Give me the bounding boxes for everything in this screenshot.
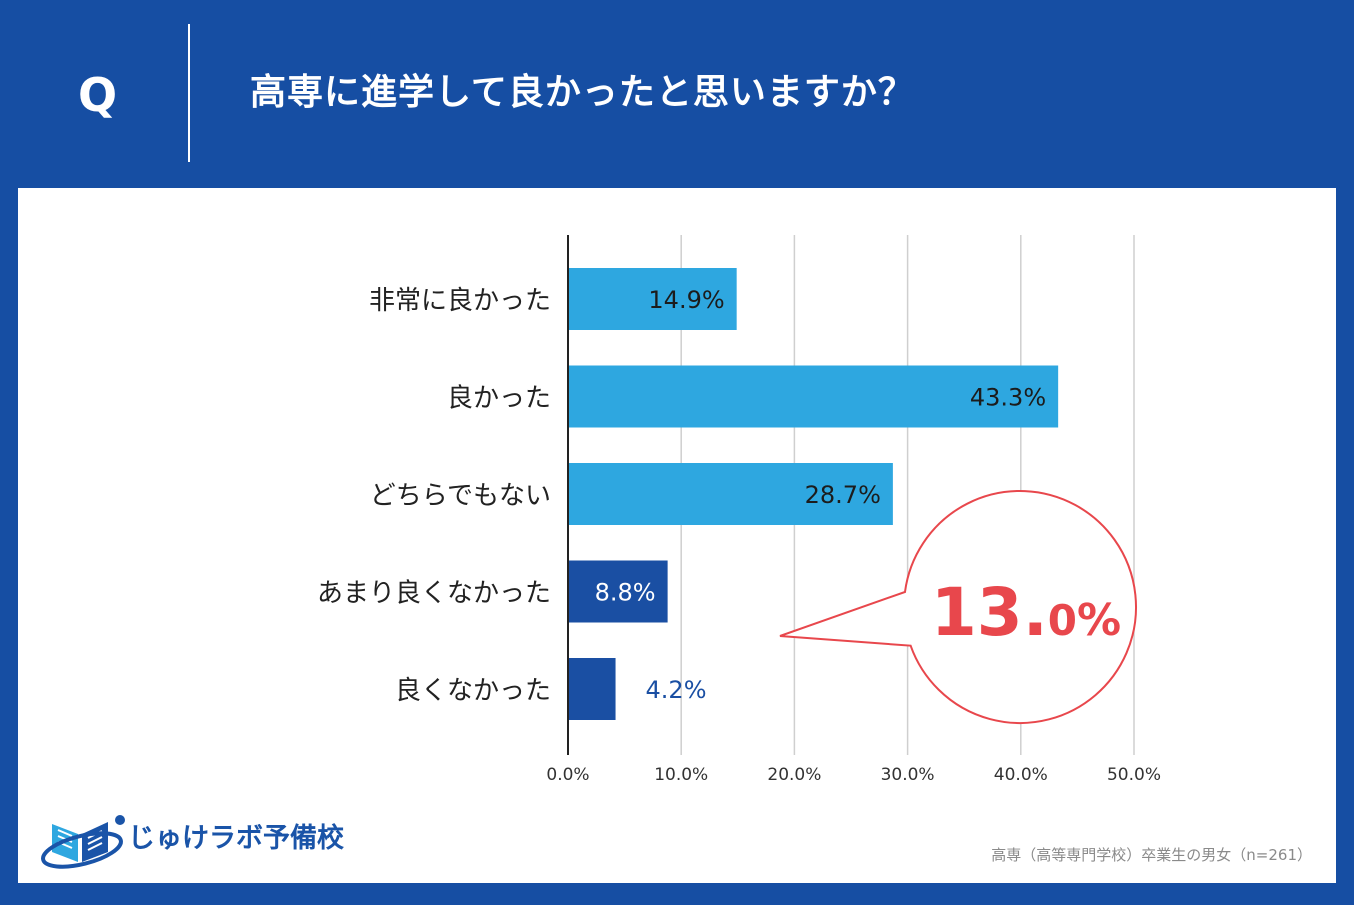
q-label: Q: [78, 68, 118, 122]
bar: [568, 365, 1059, 428]
callout-value-unit: %: [1077, 595, 1121, 646]
bar: [568, 658, 616, 720]
chart-panel: 0.0% 10.0% 20.0% 30.0% 40.0% 50.0% 非常に良かった 14.9…: [18, 188, 1336, 883]
bar-chart: 0.0% 10.0% 20.0% 30.0% 40.0% 50.0% 非常に良かった 14.9…: [317, 235, 1161, 785]
value-label: 8.8%: [595, 579, 656, 607]
x-tick-label: 50.0%: [1107, 765, 1161, 785]
bar: [568, 463, 893, 525]
source-note: 高専（高等専門学校）卒業生の男女（n=261）: [991, 846, 1312, 864]
category-label: 良くなかった: [395, 676, 551, 706]
book-icon: [41, 815, 125, 869]
header: Q 高専に進学して良かったと思いますか？: [0, 0, 1354, 188]
x-tick-label: 0.0%: [546, 765, 589, 785]
logo-text: じゅけラボ予備校: [128, 823, 344, 854]
question-title: 高専に進学して良かったと思いますか？: [250, 72, 915, 113]
category-label: 良かった: [447, 384, 551, 414]
x-tick-label: 10.0%: [654, 765, 708, 785]
callout-value-main: 13.: [931, 574, 1048, 651]
logo: じゅけラボ予備校: [38, 806, 358, 870]
callout-bubble: [779, 490, 1137, 724]
x-tick-label: 30.0%: [881, 765, 935, 785]
callout-value-decimal: 0: [1048, 596, 1077, 645]
value-label: 43.3%: [970, 384, 1046, 412]
category-label: あまり良くなかった: [317, 579, 551, 609]
header-divider: [188, 24, 190, 162]
value-label: 14.9%: [648, 286, 724, 314]
x-tick-label: 20.0%: [767, 765, 821, 785]
x-tick-label: 40.0%: [994, 765, 1048, 785]
bar: [568, 268, 737, 330]
category-label: 非常に良かった: [369, 286, 551, 316]
callout-value: 13.0%: [931, 574, 1121, 651]
value-label: 28.7%: [805, 481, 881, 509]
bar: [568, 560, 668, 623]
category-label: どちらでもない: [370, 481, 551, 511]
value-label: 4.2%: [646, 676, 707, 704]
